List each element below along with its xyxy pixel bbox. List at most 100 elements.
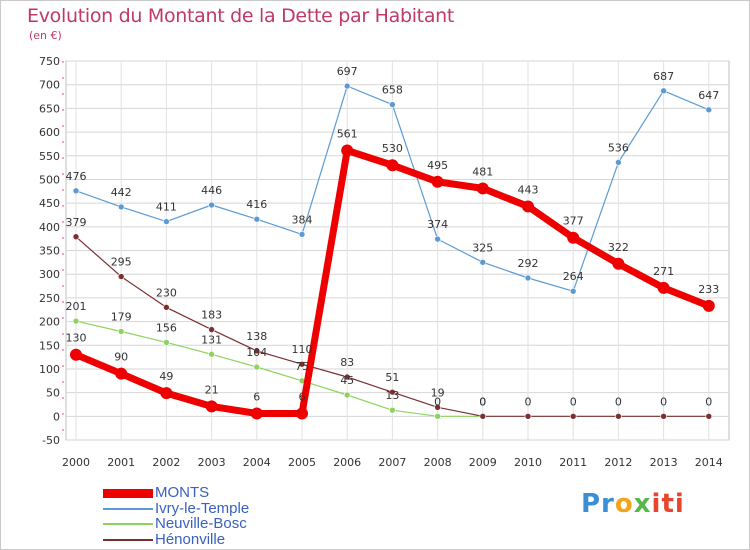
- y-tick-label: 750: [39, 55, 60, 68]
- data-label: 233: [698, 283, 719, 296]
- data-point: [296, 407, 308, 420]
- data-point: [163, 218, 170, 225]
- legend-label: Hénonville: [155, 530, 226, 548]
- y-tick-label: 250: [39, 292, 60, 305]
- x-tick-label: 2004: [243, 456, 271, 469]
- data-point: [615, 413, 622, 420]
- data-label: 495: [427, 159, 448, 172]
- data-point: [72, 187, 80, 195]
- legend-label: Neuville-Bosc: [155, 515, 247, 532]
- data-point: [479, 413, 487, 420]
- data-point: [250, 407, 263, 420]
- data-point: [386, 159, 399, 172]
- y-tick-label: 50: [46, 387, 60, 400]
- data-label: 0: [479, 395, 486, 408]
- data-point: [160, 387, 173, 400]
- data-point: [298, 231, 306, 238]
- data-label: 130: [66, 332, 87, 345]
- data-point: [208, 326, 215, 333]
- data-point: [615, 159, 622, 166]
- legend-label: MONTS: [155, 484, 210, 501]
- data-point: [253, 363, 261, 371]
- data-point: [569, 287, 577, 295]
- data-label: 271: [653, 265, 674, 278]
- data-label: 322: [608, 241, 629, 254]
- data-label: 647: [698, 89, 719, 102]
- data-point: [705, 106, 713, 114]
- data-point: [298, 360, 306, 368]
- data-label: 379: [66, 216, 87, 229]
- data-point: [205, 400, 218, 413]
- x-tick-label: 2007: [378, 456, 406, 469]
- data-point: [434, 235, 441, 243]
- data-point: [389, 101, 396, 108]
- data-label: 230: [156, 286, 177, 299]
- data-point: [343, 82, 351, 90]
- data-point: [117, 203, 125, 211]
- x-tick-label: 2001: [107, 456, 135, 469]
- y-tick-label: 600: [39, 126, 60, 139]
- data-point: [72, 317, 80, 325]
- data-point: [341, 144, 354, 157]
- data-label: 481: [472, 165, 493, 178]
- legend-swatch: [103, 507, 153, 510]
- x-tick-label: 2003: [198, 456, 226, 469]
- data-point: [705, 413, 713, 420]
- data-label: 131: [201, 333, 222, 346]
- data-label: 442: [111, 186, 132, 199]
- legend-swatch: [103, 488, 153, 498]
- y-tick-label: 650: [39, 102, 60, 115]
- data-point: [343, 391, 351, 399]
- data-point: [72, 233, 80, 241]
- data-point: [657, 281, 670, 294]
- data-point: [208, 201, 215, 209]
- data-label: 183: [201, 309, 222, 322]
- data-label: 658: [382, 84, 403, 97]
- x-tick-label: 2010: [514, 456, 542, 469]
- data-label: 0: [570, 395, 577, 408]
- x-tick-label: 2012: [604, 456, 632, 469]
- data-label: 476: [66, 170, 87, 183]
- data-point: [567, 231, 580, 244]
- data-label: 443: [518, 183, 539, 196]
- data-point: [660, 413, 667, 420]
- data-label: 561: [337, 128, 358, 141]
- data-point: [612, 257, 625, 270]
- x-tick-label: 2002: [152, 456, 180, 469]
- data-point: [115, 367, 128, 380]
- data-label: 384: [292, 213, 313, 226]
- data-point: [479, 259, 487, 266]
- data-label: 325: [472, 241, 493, 254]
- data-point: [524, 413, 532, 420]
- data-label: 45: [340, 374, 354, 387]
- data-point: [524, 274, 532, 282]
- data-label: 264: [563, 270, 584, 283]
- data-label: 104: [246, 346, 267, 359]
- legend-label: Ivry-le-Temple: [155, 499, 250, 517]
- x-tick-label: 2005: [288, 456, 316, 469]
- data-point: [117, 273, 125, 280]
- data-point: [660, 87, 667, 95]
- legend-swatch: [103, 523, 153, 525]
- data-label: 201: [66, 300, 87, 313]
- data-label: 697: [337, 65, 358, 78]
- data-label: 13: [385, 389, 399, 402]
- data-label: 0: [525, 395, 532, 408]
- data-point: [476, 182, 489, 195]
- data-label: 0: [660, 395, 667, 408]
- y-tick-label: 0: [53, 410, 60, 423]
- data-label: 416: [246, 198, 267, 211]
- data-label: 110: [292, 343, 313, 356]
- chart-title: Evolution du Montant de la Dette par Hab…: [27, 5, 455, 27]
- data-point: [434, 404, 441, 411]
- data-label: 374: [427, 218, 448, 231]
- x-tick-label: 2008: [424, 456, 452, 469]
- data-label: 0: [434, 395, 441, 408]
- data-label: 0: [479, 395, 486, 408]
- data-label: 75: [295, 360, 309, 373]
- y-tick-label: 300: [39, 268, 60, 281]
- data-label: 0: [615, 395, 622, 408]
- data-label: 295: [111, 256, 132, 269]
- y-tick-label: 500: [39, 173, 60, 186]
- data-label: 138: [246, 330, 267, 343]
